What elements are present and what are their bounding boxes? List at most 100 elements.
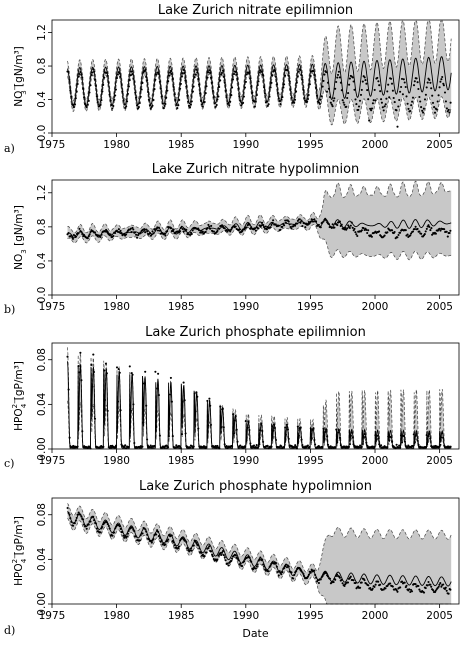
data-point (211, 555, 214, 558)
data-point (369, 107, 372, 110)
data-point (154, 370, 157, 373)
data-point (409, 234, 412, 237)
data-point (395, 109, 398, 112)
data-point (311, 428, 314, 431)
data-point (403, 81, 406, 84)
data-point (346, 227, 349, 230)
plot-frame (51, 19, 460, 134)
data-point (263, 565, 266, 568)
data-point (399, 586, 402, 589)
data-point (387, 83, 390, 86)
data-point (87, 235, 90, 238)
data-point (136, 236, 139, 239)
data-point (280, 445, 283, 448)
data-point (441, 75, 444, 79)
data-point (173, 544, 176, 547)
data-point (399, 434, 403, 437)
data-point (326, 575, 329, 578)
panel-title: Lake Zurich phosphate epilimnion (145, 325, 366, 340)
data-point (284, 74, 287, 77)
data-point (181, 72, 184, 75)
data-point (88, 233, 91, 236)
x-tick-label: 1975 (39, 610, 66, 622)
data-point (334, 578, 337, 581)
data-point (446, 235, 449, 238)
data-point (301, 571, 304, 574)
data-point (205, 445, 208, 449)
data-point (377, 580, 380, 583)
data-point (370, 235, 373, 238)
data-point (384, 587, 387, 590)
data-point (190, 232, 193, 236)
data-point (391, 89, 394, 92)
data-point (156, 229, 160, 232)
data-point (295, 81, 298, 84)
data-point (101, 525, 104, 529)
data-point (192, 85, 195, 88)
data-point (146, 438, 149, 441)
data-point (388, 439, 391, 442)
data-point (306, 100, 309, 103)
data-point (438, 227, 441, 230)
data-point (81, 232, 84, 236)
x-tick-label: 1980 (103, 301, 130, 313)
data-point (413, 228, 416, 231)
data-point (241, 230, 244, 233)
data-point (314, 573, 317, 576)
y-axis-label-sup: 2− (11, 398, 19, 408)
data-point (399, 90, 402, 93)
data-point (169, 376, 172, 379)
data-point (445, 107, 448, 110)
data-point (228, 104, 231, 107)
data-point (248, 223, 251, 226)
data-point (309, 427, 312, 430)
data-point (436, 100, 439, 103)
data-point (200, 103, 204, 106)
data-point (94, 84, 97, 87)
data-point (232, 432, 236, 435)
data-point (110, 104, 113, 107)
data-point (269, 86, 272, 89)
data-point (251, 91, 254, 94)
data-point (260, 70, 263, 73)
data-point (111, 534, 114, 537)
data-point (429, 229, 432, 232)
data-point (150, 233, 153, 236)
data-point (113, 98, 116, 101)
data-point (80, 73, 83, 76)
data-point (390, 82, 394, 85)
data-point (204, 92, 207, 95)
data-point (225, 444, 228, 448)
data-point (85, 106, 88, 109)
data-point (261, 429, 264, 433)
data-point (187, 104, 191, 107)
data-point (319, 578, 322, 581)
data-point (386, 446, 389, 449)
x-tick-label: 1980 (103, 455, 130, 467)
data-point (303, 222, 306, 225)
data-point (325, 71, 328, 74)
y-axis-label: HPO2−4 [gP/m³] (11, 361, 28, 431)
data-point (422, 591, 426, 594)
data-point (313, 218, 316, 221)
data-point (77, 365, 80, 368)
data-point (423, 98, 427, 101)
data-point (149, 444, 152, 447)
data-point (334, 446, 337, 449)
data-point (135, 535, 138, 538)
data-point (204, 230, 207, 233)
data-point (219, 79, 222, 82)
data-point (366, 89, 369, 92)
data-point (183, 72, 186, 75)
data-point (443, 91, 447, 94)
y-tick-label: 0.4 (36, 252, 48, 269)
data-point (229, 100, 232, 103)
data-point (447, 108, 450, 111)
data-point (410, 104, 413, 107)
data-point (210, 81, 213, 84)
data-point (243, 445, 246, 448)
data-point (346, 581, 350, 584)
data-point (208, 225, 211, 228)
data-point (307, 573, 310, 576)
data-point (207, 424, 210, 427)
